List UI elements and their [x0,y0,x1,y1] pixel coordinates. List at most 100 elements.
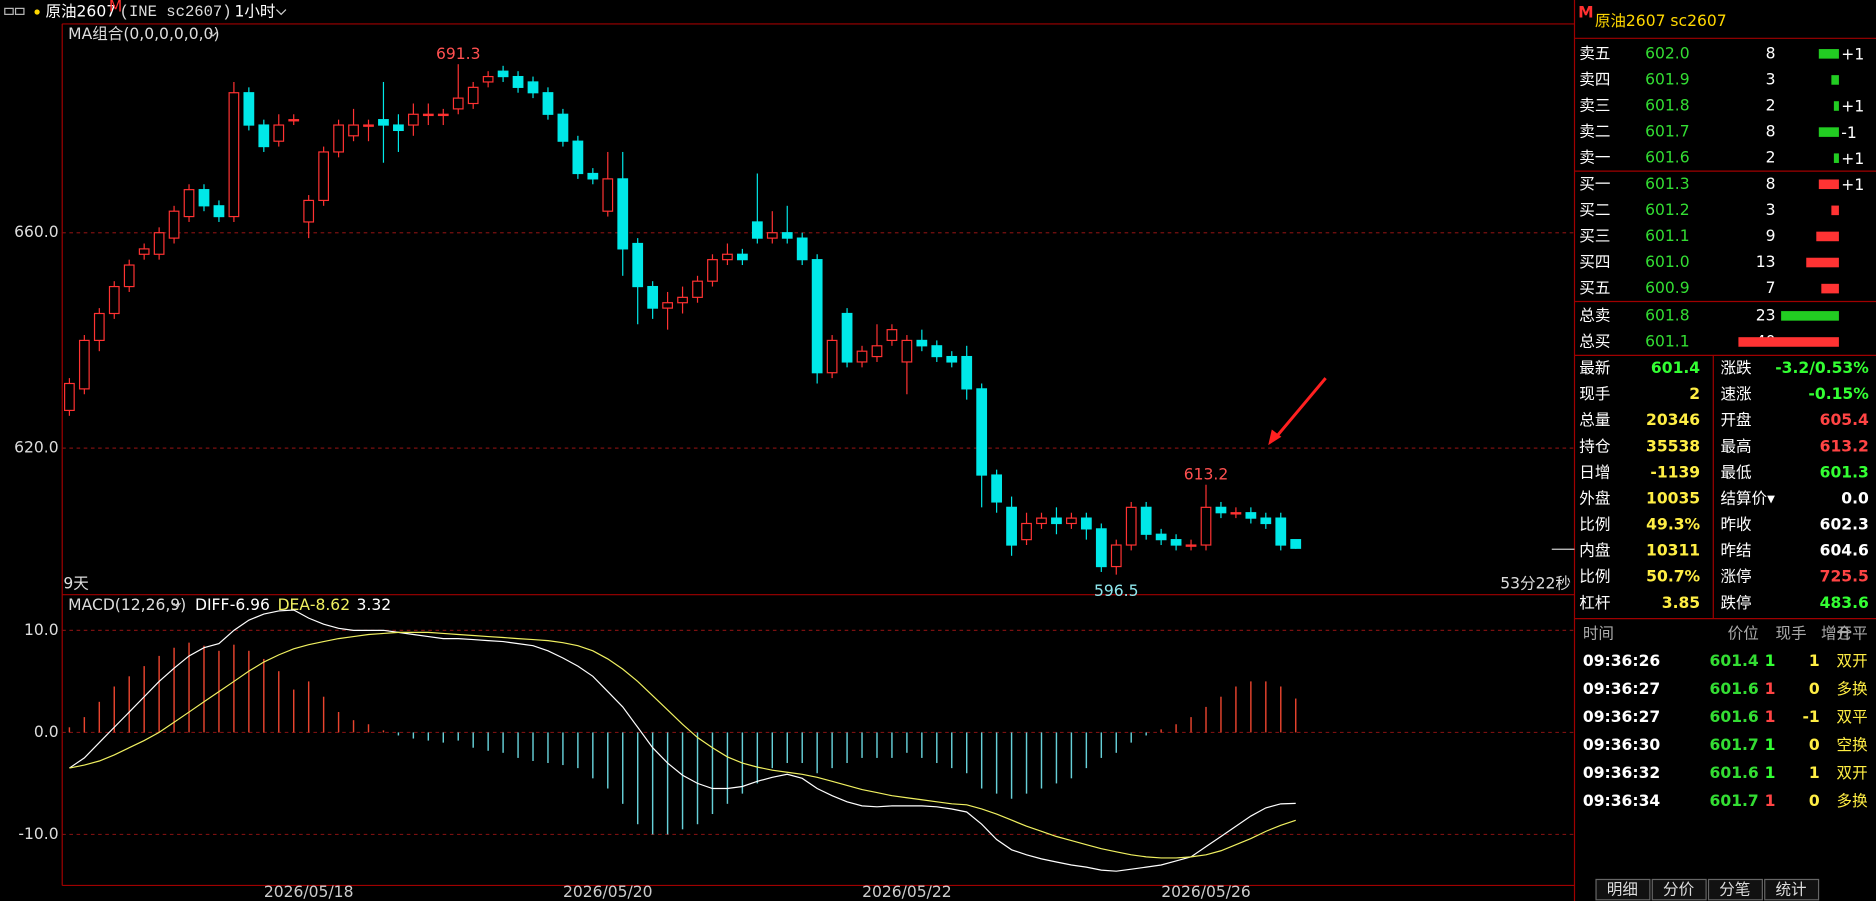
stat-value: 49.3% [1646,516,1700,534]
dropdown-arrow [173,602,182,608]
trade-time: 09:36:26 [1583,652,1660,670]
trade-type: 双开 [1837,764,1868,782]
book-price: 601.8 [1645,306,1690,324]
stat-value: 725.5 [1820,568,1869,586]
stat-label: 杠杆 [1579,594,1610,612]
candle-body [572,140,584,175]
stat-value: -0.15% [1808,385,1869,403]
macd-value: 3.32 [357,596,392,614]
book-price: 601.1 [1645,227,1690,245]
candle-body [168,210,180,239]
x-tick-label: 2026/05/18 [264,883,354,901]
high-label: 613.2 [1184,466,1229,484]
trade-price: 601.4 [1710,652,1759,670]
window-icon[interactable] [14,7,25,15]
candle-body [587,172,599,180]
book-label: 卖五 [1579,44,1610,62]
tab[interactable] [1595,878,1651,901]
indicator-label[interactable]: MA组合(0,0,0,0,0,0) [68,25,219,43]
candle-body [1080,517,1092,530]
y-tick-label: -10.0 [18,825,58,843]
candle-body [841,312,853,363]
low-label: 596.5 [1094,582,1139,600]
trade-oi: 1 [1809,652,1820,670]
book-price: 600.9 [1645,279,1690,297]
charts: 660.0 620.0 2026/05/18 2026/05/20 2026/05/22… [14,45,1575,901]
book-volume: 8 [1766,123,1776,141]
candle-body [1215,506,1227,514]
trade-header: 开平 [1837,625,1868,643]
tab-label[interactable]: 分笔 [1719,881,1750,899]
candle-body [303,199,315,223]
diff-name: DIFF [195,596,229,614]
volume-bar [1818,179,1839,190]
trade-time: 09:36:27 [1583,708,1660,726]
tab[interactable] [1651,878,1707,901]
book-label: 卖二 [1579,123,1610,141]
candle-body [437,113,449,117]
stat-value: 10035 [1646,489,1700,507]
volume-bar [1806,257,1839,268]
candle-body [108,285,120,315]
macd-label[interactable]: MACD(12,26,9) [68,596,186,614]
book-label: 买一 [1579,175,1610,193]
candle-body [991,474,1003,503]
trade-oi: 0 [1809,736,1820,754]
candle-body [512,75,524,88]
book-label: 总买 [1579,332,1610,350]
range-note: 9天 [63,574,89,592]
tab[interactable] [1764,878,1820,901]
candle-body [198,189,210,207]
stat-value: 601.4 [1651,359,1700,377]
stat-label: 涨停 [1720,568,1751,586]
x-tick-label: 2026/05/26 [1161,883,1251,901]
trade-type: 空换 [1837,736,1869,754]
candle-body [333,124,344,153]
period-selector[interactable]: 1小时 [235,2,276,20]
stat-label: 昨结 [1720,542,1751,560]
candle-body [243,92,255,126]
candle-body [1230,512,1242,515]
panel-title: 原油2607 sc2607 [1595,12,1727,30]
panel-badge: M [1578,4,1593,22]
tab-label[interactable]: 统计 [1776,881,1807,899]
book-price: 601.3 [1645,175,1690,193]
trade-oi: -1 [1802,708,1819,726]
candle-body [153,232,165,255]
candle-body [1200,506,1212,546]
candle-body [602,178,614,212]
volume-bar [1821,283,1839,294]
book-price: 601.8 [1645,97,1690,115]
trade-price: 601.6 [1710,708,1759,726]
stat-label: 内盘 [1579,541,1610,560]
candle-body [617,178,629,250]
window-icon[interactable] [4,7,14,15]
stat-value: 605.4 [1820,411,1869,429]
candle-body [1110,544,1122,568]
stat-label: 日增 [1579,463,1610,481]
candle-body [123,264,135,288]
candle-body [1275,517,1287,546]
book-volume: 9 [1766,227,1776,245]
trade-time: 09:36:30 [1583,736,1661,754]
stat-label: 最新 [1579,359,1610,377]
candle-body [78,339,90,390]
book-label: 买二 [1579,201,1610,219]
tab[interactable] [1707,878,1763,901]
tab-label[interactable]: 分价 [1663,881,1695,899]
candle-body [273,124,285,142]
stat-value: 3.85 [1662,594,1700,612]
trade-header: 时间 [1583,625,1614,643]
volume-change: -1 [1841,124,1857,142]
book-label: 卖一 [1579,149,1610,167]
symbol-name: 原油2607 [45,2,116,20]
diff-value: -6.96 [230,596,270,614]
stat-label: 总量 [1579,411,1610,429]
volume-bar [1818,127,1839,137]
trade-price: 601.7 [1710,736,1759,754]
book-price: 601.2 [1645,201,1690,219]
trade-qty: 1 [1765,764,1776,782]
candle-body [632,242,644,288]
tab-label[interactable]: 明细 [1607,881,1638,899]
